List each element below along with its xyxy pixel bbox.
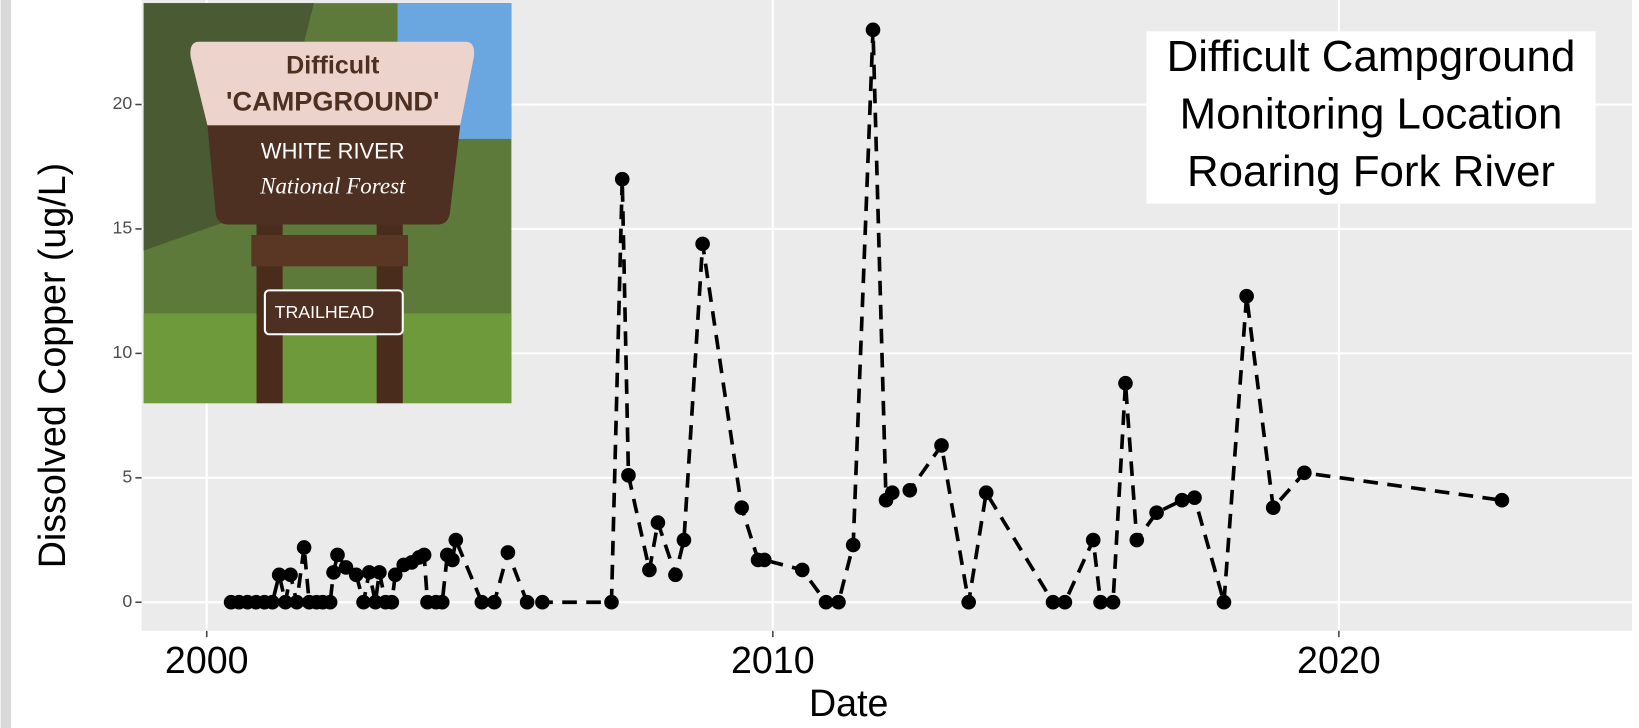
data-point (1495, 493, 1510, 508)
x-tick-label: 2010 (731, 639, 815, 681)
data-point (1266, 500, 1281, 515)
data-point (501, 545, 516, 560)
data-point (604, 595, 619, 610)
inset-photo: Difficult 'CAMPGROUND' WHITE RIVER Natio… (144, 3, 512, 403)
y-tick-label: 20 (112, 93, 132, 113)
y-tick-label: 10 (112, 342, 132, 362)
photo-text: National Forest (259, 173, 406, 198)
data-point (330, 548, 345, 563)
edge-strip (1, 0, 11, 728)
data-point (651, 515, 666, 530)
data-point (487, 595, 502, 610)
data-point (934, 438, 949, 453)
data-point (283, 568, 298, 583)
data-point (445, 553, 460, 568)
data-point (1297, 466, 1312, 481)
data-point (621, 468, 636, 483)
chart-title: Monitoring Location (1180, 90, 1563, 139)
data-point (668, 568, 683, 583)
page: {"chart_data":{"type":"line", "title":["… (0, 0, 1639, 728)
data-point (475, 595, 490, 610)
data-point (795, 563, 810, 578)
data-point (757, 553, 772, 568)
y-tick-label: 0 (122, 591, 132, 611)
data-point (902, 483, 917, 498)
data-point (734, 500, 749, 515)
data-point (372, 565, 387, 580)
data-point (846, 538, 861, 553)
data-point (1058, 595, 1073, 610)
data-point (1093, 595, 1108, 610)
x-tick-label: 2020 (1297, 639, 1381, 681)
data-point (385, 595, 400, 610)
data-point (1175, 493, 1190, 508)
data-point (866, 23, 881, 38)
data-point (289, 595, 304, 610)
data-point (979, 485, 994, 500)
chart-title: Difficult Campground (1167, 32, 1576, 81)
data-point (1118, 376, 1133, 391)
data-point (1086, 533, 1101, 548)
photo-text: WHITE RIVER (261, 138, 405, 163)
photo-text: TRAILHEAD (275, 302, 375, 322)
data-point (520, 595, 535, 610)
data-point (1187, 490, 1202, 505)
data-point (326, 565, 341, 580)
data-point (435, 595, 450, 610)
data-point (535, 595, 550, 610)
data-point (885, 485, 900, 500)
data-point (677, 533, 692, 548)
data-point (417, 548, 432, 563)
x-axis-title: Date (809, 682, 888, 724)
data-point (265, 595, 280, 610)
chart: Difficult 'CAMPGROUND' WHITE RIVER Natio… (0, 0, 1639, 728)
y-tick-label: 15 (112, 218, 132, 238)
data-point (1149, 505, 1164, 520)
data-point (297, 540, 312, 555)
data-point (323, 595, 338, 610)
data-point (831, 595, 846, 610)
data-point (448, 533, 463, 548)
data-point (695, 237, 710, 252)
data-point (819, 595, 834, 610)
data-point (1217, 595, 1232, 610)
data-point (1106, 595, 1121, 610)
photo-text: Difficult (286, 51, 380, 79)
sign-board (251, 235, 408, 266)
chart-title: Roaring Fork River (1187, 147, 1555, 196)
data-point (1239, 289, 1254, 304)
data-point (615, 172, 630, 187)
data-point (1129, 533, 1144, 548)
y-axis-title: Dissolved Copper (ug/L) (31, 163, 73, 568)
photo-text: 'CAMPGROUND' (226, 86, 439, 117)
x-tick-label: 2000 (165, 639, 249, 681)
y-tick-label: 5 (122, 467, 132, 487)
data-point (349, 568, 364, 583)
data-point (642, 563, 657, 578)
data-point (961, 595, 976, 610)
